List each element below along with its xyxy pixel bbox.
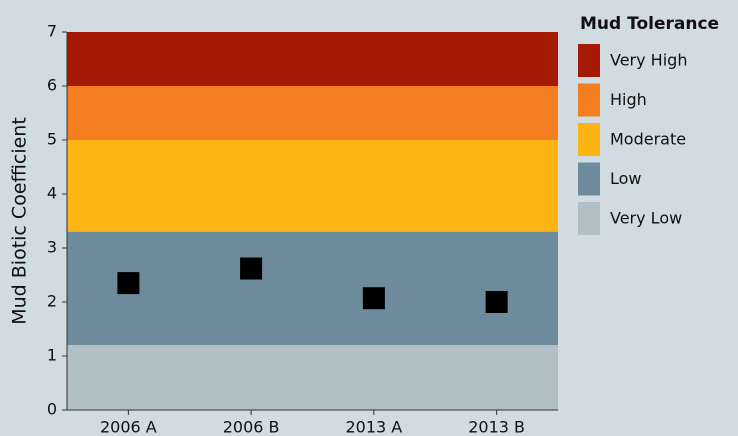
x-tick-label: 2013 A — [346, 418, 403, 436]
legend-title: Mud Tolerance — [580, 14, 719, 34]
y-tick-label: 0 — [47, 400, 57, 419]
legend-swatch — [578, 162, 600, 196]
y-tick-label: 6 — [47, 76, 57, 95]
y-axis-label: Mud Biotic Coefficient — [9, 117, 31, 325]
y-tick-label: 3 — [47, 238, 57, 257]
tolerance-band — [67, 345, 558, 410]
legend-label: Moderate — [610, 130, 686, 149]
y-tick-label: 2 — [47, 292, 57, 311]
y-tick-label: 5 — [47, 130, 57, 149]
data-point — [117, 272, 140, 295]
data-point — [240, 257, 263, 280]
tolerance-band — [67, 86, 558, 140]
x-tick-label: 2013 B — [468, 418, 525, 436]
legend-label: High — [610, 90, 647, 109]
tolerance-band — [67, 32, 558, 86]
legend-swatch — [578, 202, 600, 235]
data-point — [362, 287, 385, 310]
legend-label: Low — [610, 169, 642, 188]
legend-swatch — [578, 83, 600, 117]
tolerance-band — [67, 140, 558, 232]
tolerance-band — [67, 231, 558, 346]
legend-label: Very Low — [610, 209, 682, 228]
data-point — [485, 291, 508, 313]
legend-swatch — [578, 123, 600, 156]
y-tick-label: 1 — [47, 346, 57, 365]
y-tick-label: 7 — [47, 22, 57, 41]
legend-label: Very High — [610, 51, 687, 70]
x-tick-label: 2006 B — [223, 418, 280, 436]
legend-swatch — [578, 44, 600, 77]
y-tick-label: 4 — [47, 184, 57, 203]
x-tick-label: 2006 A — [100, 418, 157, 436]
